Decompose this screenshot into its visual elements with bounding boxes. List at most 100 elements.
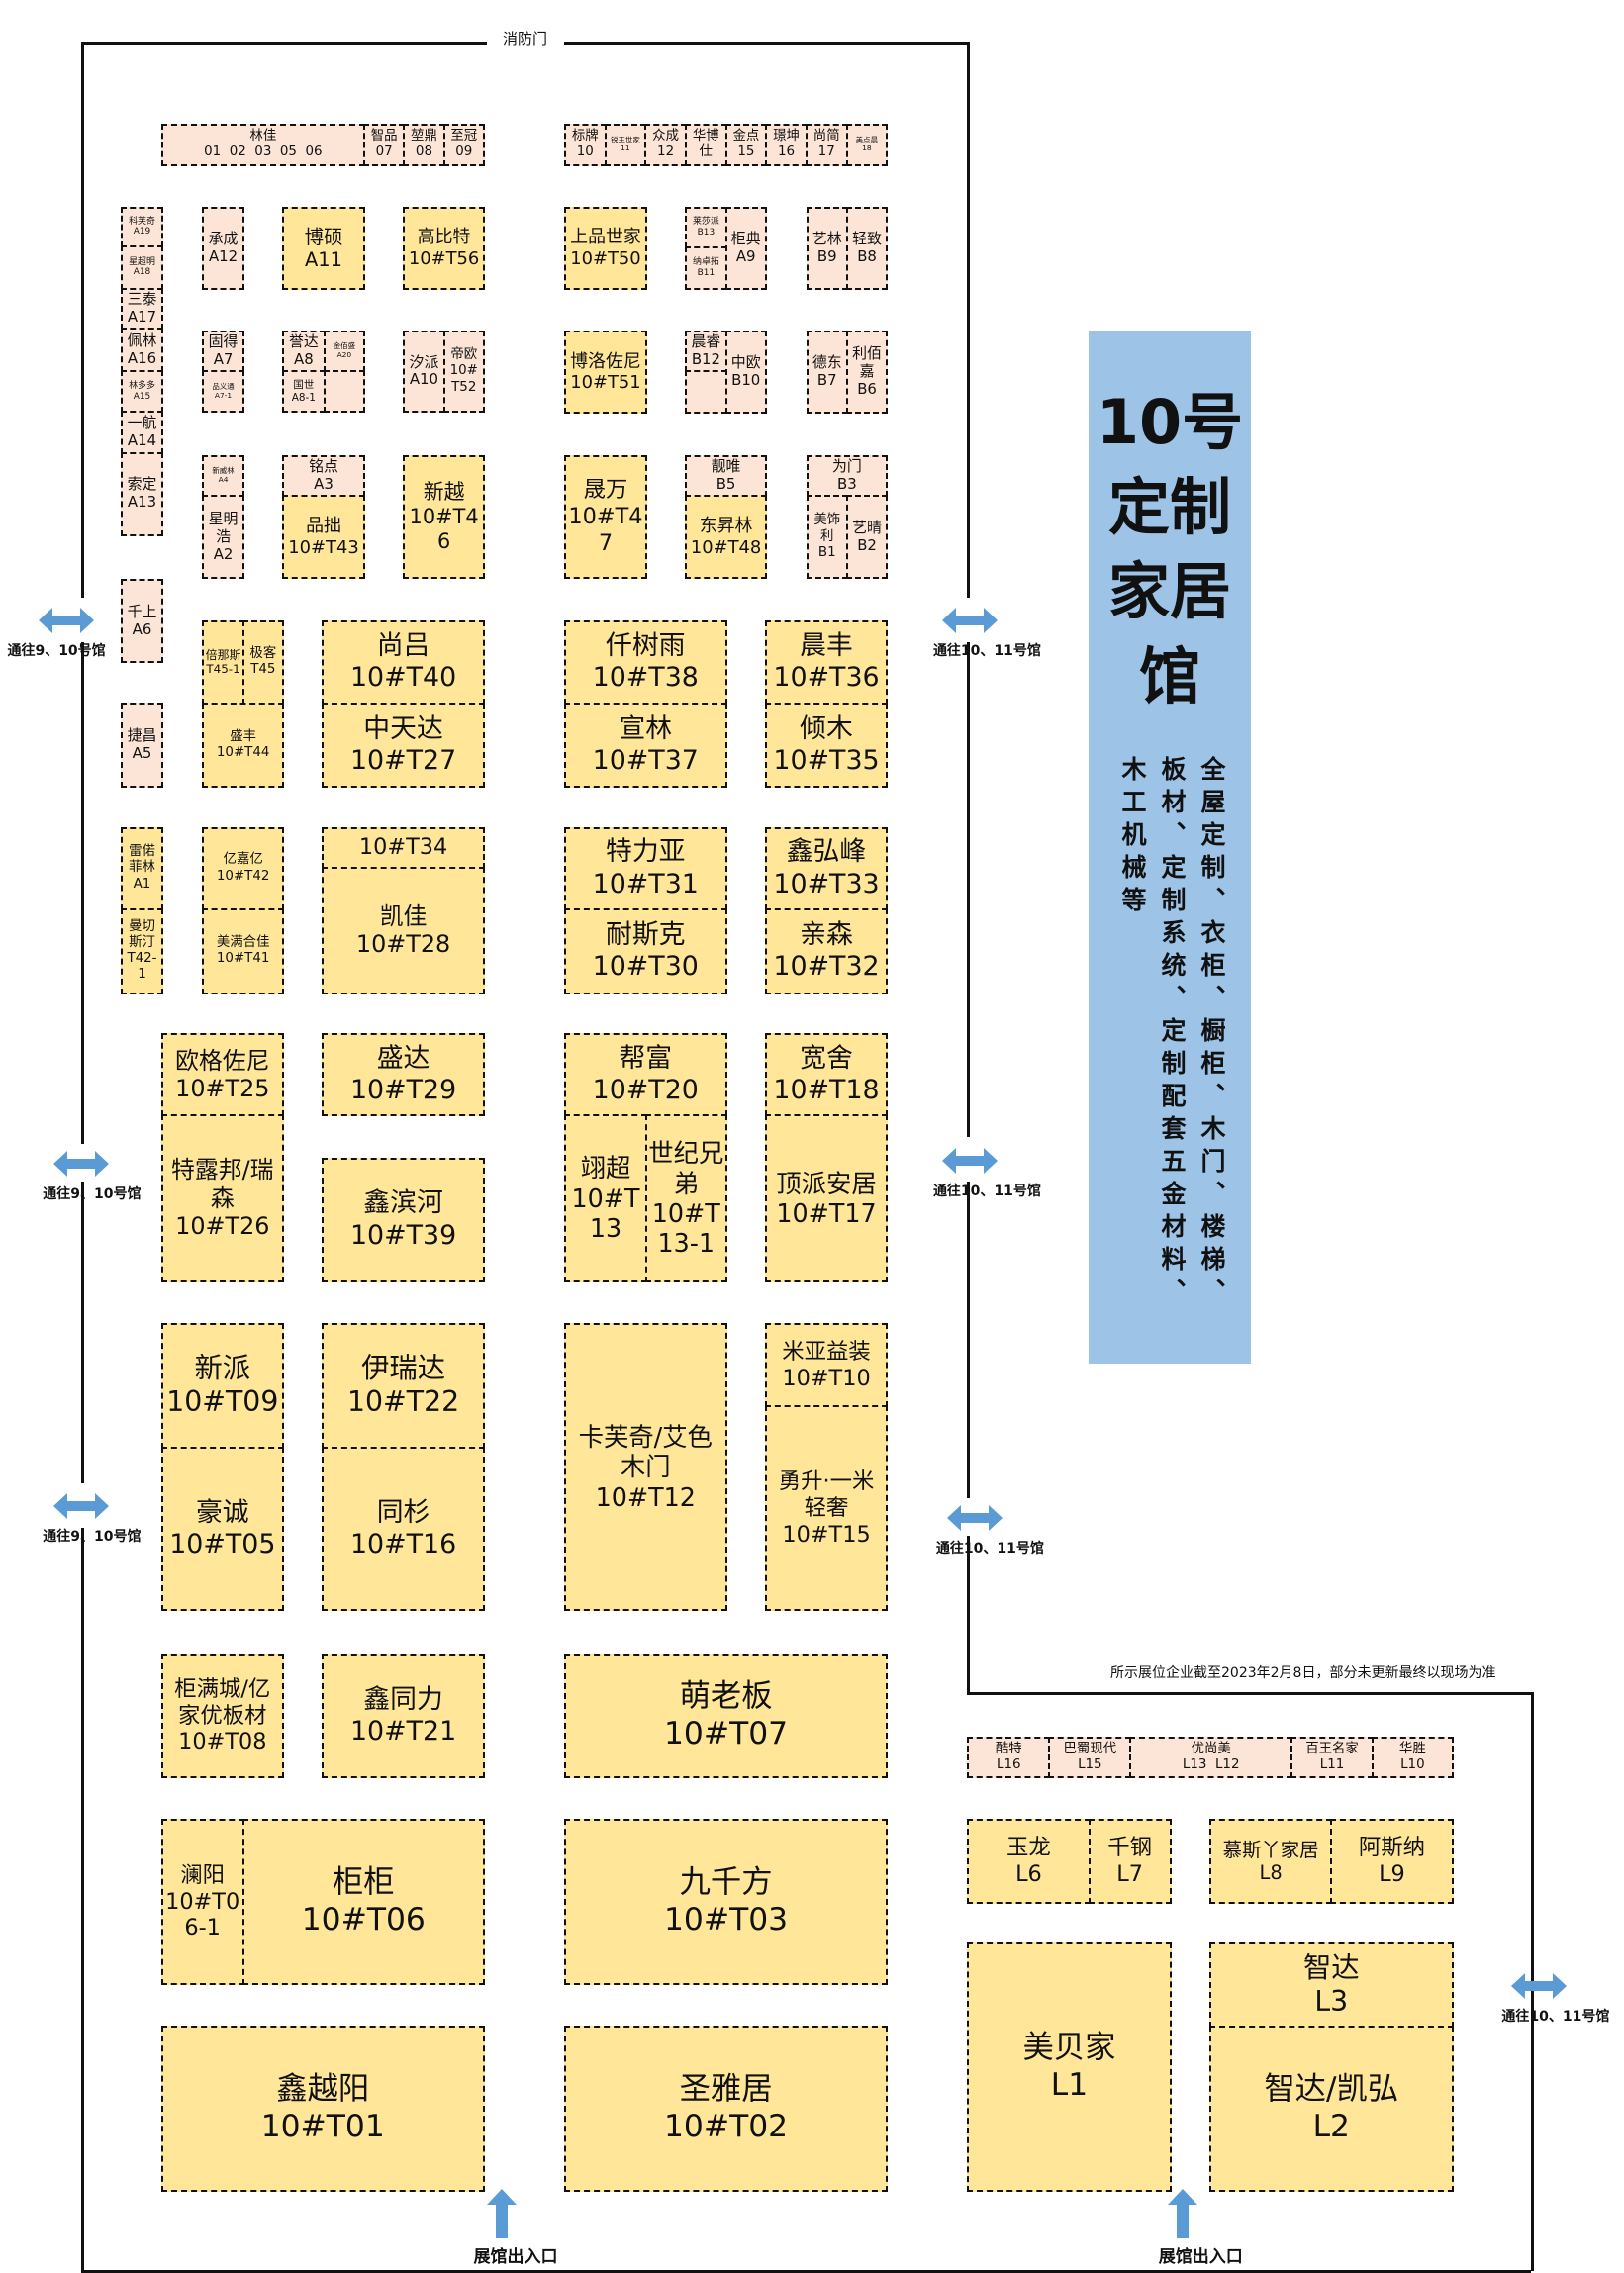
- booth[interactable]: 三泰 A17: [121, 287, 163, 331]
- booth[interactable]: 锐王世家 11: [604, 124, 647, 166]
- booth[interactable]: 翊超 10#T13: [563, 1114, 647, 1282]
- booth[interactable]: 曼切斯汀 T42-1: [121, 907, 163, 994]
- booth[interactable]: 仟树雨 10#T38: [563, 619, 727, 706]
- booth[interactable]: 盛丰 10#T44: [202, 703, 284, 788]
- booth[interactable]: 林多多 A15: [121, 370, 163, 413]
- booth[interactable]: 尚简 17: [805, 124, 848, 166]
- booth[interactable]: [323, 370, 366, 413]
- booth[interactable]: 金点 15: [724, 124, 768, 166]
- booth[interactable]: 科芙奇 A19: [121, 206, 163, 247]
- booth[interactable]: 鑫同力 10#T21: [322, 1654, 485, 1778]
- booth[interactable]: 汐派 A10: [403, 331, 445, 413]
- booth[interactable]: 晟万 10#T47: [563, 454, 647, 580]
- booth[interactable]: 倍那斯 T45-1: [202, 619, 244, 706]
- booth[interactable]: 顶派安居 10#T17: [764, 1114, 889, 1282]
- booth[interactable]: 伊瑞达 10#T22: [322, 1322, 485, 1450]
- booth[interactable]: 世纪兄弟 10#T13-1: [645, 1114, 727, 1282]
- booth[interactable]: 索定 A13: [121, 451, 163, 537]
- booth[interactable]: 雷偌菲林 A1: [121, 826, 163, 910]
- booth[interactable]: 德东 B7: [806, 331, 848, 415]
- booth[interactable]: 新派 10#T09: [160, 1322, 284, 1450]
- booth[interactable]: 承成 A12: [202, 206, 244, 290]
- booth[interactable]: 智品 07: [363, 124, 406, 166]
- booth[interactable]: 利佰嘉 B6: [845, 331, 889, 415]
- booth[interactable]: 智达/凯弘 L2: [1208, 2026, 1454, 2192]
- booth[interactable]: 鑫弘峰 10#T33: [764, 826, 889, 910]
- booth[interactable]: 靓唯 B5: [685, 454, 767, 497]
- booth[interactable]: 智达 L3: [1208, 1942, 1454, 2029]
- booth[interactable]: 艺晴 B2: [845, 494, 889, 580]
- booth[interactable]: 华胜 L10: [1372, 1736, 1454, 1778]
- booth[interactable]: 星超明 A18: [121, 244, 163, 290]
- booth[interactable]: 玉龙 L6: [967, 1819, 1091, 1904]
- booth[interactable]: 特力亚 10#T31: [563, 826, 727, 910]
- booth[interactable]: 上品世家 10#T50: [563, 206, 647, 290]
- booth[interactable]: 千上 A6: [121, 578, 163, 664]
- booth[interactable]: 柜柜 10#T06: [241, 1819, 485, 1985]
- booth[interactable]: 千钢 L7: [1088, 1819, 1172, 1904]
- booth[interactable]: [685, 370, 727, 415]
- booth[interactable]: 圣雅居 10#T02: [563, 2026, 889, 2192]
- booth[interactable]: 倾木 10#T35: [764, 703, 889, 788]
- booth[interactable]: 柜满城/亿家优板材 10#T08: [160, 1654, 284, 1778]
- booth[interactable]: 同杉 10#T16: [322, 1447, 485, 1612]
- booth[interactable]: 中欧 B10: [724, 331, 767, 415]
- booth[interactable]: 勇升·一米轻奢 10#T15: [764, 1405, 889, 1612]
- booth[interactable]: 欧格佐尼 10#T25: [160, 1033, 284, 1117]
- booth[interactable]: 米亚益装 10#T10: [764, 1322, 889, 1408]
- booth[interactable]: 鑫滨河 10#T39: [322, 1157, 485, 1282]
- booth[interactable]: 帝欧 10#T52: [442, 331, 485, 413]
- booth[interactable]: 博洛佐尼 10#T51: [563, 331, 647, 415]
- booth[interactable]: 国世 A8-1: [281, 370, 326, 413]
- booth[interactable]: 百王名家 L11: [1290, 1736, 1375, 1778]
- booth[interactable]: 晨睿 B12: [685, 331, 727, 373]
- booth[interactable]: 标牌 10: [563, 124, 607, 166]
- booth[interactable]: 帮富 10#T20: [563, 1033, 727, 1117]
- booth[interactable]: 纳卓拓 B11: [685, 246, 727, 290]
- booth[interactable]: 轻致 B8: [845, 206, 889, 290]
- booth[interactable]: 金佰盛 A20: [323, 331, 366, 373]
- booth[interactable]: 美饰利 B1: [806, 494, 848, 580]
- booth[interactable]: 林佳 01 02 03 05 06: [160, 124, 366, 166]
- booth[interactable]: 堃鼎 08: [403, 124, 445, 166]
- booth[interactable]: 高比特 10#T56: [403, 206, 485, 290]
- booth[interactable]: 星明浩 A2: [202, 494, 244, 580]
- booth[interactable]: 至冠 09: [442, 124, 485, 166]
- booth[interactable]: 耐斯克 10#T30: [563, 907, 727, 994]
- booth[interactable]: 极客 T45: [241, 619, 284, 706]
- booth[interactable]: 特露邦/瑞森 10#T26: [160, 1114, 284, 1282]
- booth[interactable]: 阿斯纳 L9: [1330, 1819, 1454, 1904]
- booth[interactable]: 博硕 A11: [281, 206, 366, 290]
- booth[interactable]: 九千方 10#T03: [563, 1819, 889, 1985]
- booth[interactable]: 卡芙奇/艾色木门 10#T12: [563, 1322, 727, 1612]
- booth[interactable]: 酷特 L16: [967, 1736, 1051, 1778]
- booth[interactable]: 新越 10#T46: [403, 454, 485, 580]
- booth[interactable]: 捷昌 A5: [121, 703, 163, 788]
- booth[interactable]: 誉达 A8: [281, 331, 326, 373]
- booth[interactable]: 宽舍 10#T18: [764, 1033, 889, 1117]
- booth[interactable]: 佩林 A16: [121, 328, 163, 373]
- booth[interactable]: 晨丰 10#T36: [764, 619, 889, 706]
- booth[interactable]: 固得 A7: [202, 331, 244, 373]
- booth[interactable]: 品拙 10#T43: [281, 494, 366, 580]
- booth[interactable]: 豪诚 10#T05: [160, 1447, 284, 1612]
- booth[interactable]: 新威林 A4: [202, 454, 244, 497]
- booth[interactable]: 慕斯丫家居 L8: [1208, 1819, 1333, 1904]
- booth[interactable]: 柜典 A9: [724, 206, 767, 290]
- booth[interactable]: 为门 B3: [806, 454, 889, 497]
- booth[interactable]: 璟坤 16: [765, 124, 808, 166]
- booth[interactable]: 铭点 A3: [281, 454, 366, 497]
- booth[interactable]: 中天达 10#T27: [322, 703, 485, 788]
- booth[interactable]: 巴蜀现代 L15: [1048, 1736, 1132, 1778]
- booth[interactable]: 品义通 A7-1: [202, 370, 244, 413]
- booth[interactable]: 凯佳 10#T28: [322, 866, 485, 994]
- booth[interactable]: 美点晨 18: [845, 124, 889, 166]
- booth[interactable]: 众成 12: [644, 124, 687, 166]
- booth[interactable]: 尚吕 10#T40: [322, 619, 485, 706]
- booth[interactable]: 亿嘉亿 10#T42: [202, 826, 284, 910]
- booth[interactable]: 萌老板 10#T07: [563, 1654, 889, 1778]
- booth[interactable]: 艺林 B9: [806, 206, 848, 290]
- booth[interactable]: 宣林 10#T37: [563, 703, 727, 788]
- booth[interactable]: 优尚美 L13 L12: [1129, 1736, 1292, 1778]
- booth[interactable]: 美贝家 L1: [967, 1942, 1172, 2192]
